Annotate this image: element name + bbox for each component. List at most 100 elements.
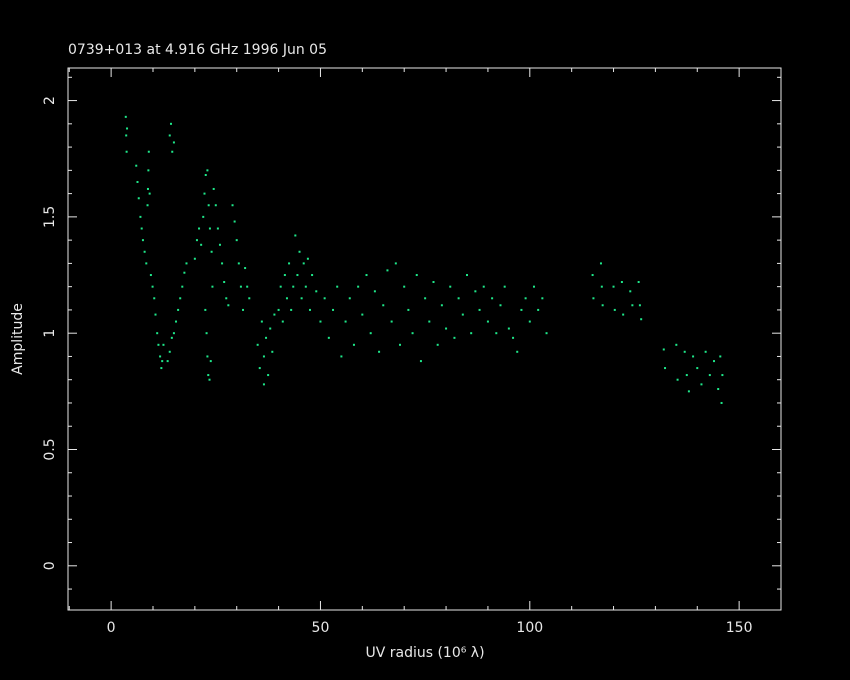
point	[208, 378, 211, 381]
point	[622, 313, 625, 316]
plot-frame	[67, 67, 782, 611]
point	[436, 343, 439, 346]
point	[399, 343, 402, 346]
point	[365, 274, 368, 277]
point	[302, 262, 305, 265]
point	[478, 308, 481, 311]
point	[311, 274, 314, 277]
point	[135, 164, 138, 167]
point	[204, 174, 207, 177]
point	[704, 350, 707, 353]
point	[246, 285, 249, 288]
point	[141, 239, 144, 242]
point	[159, 355, 162, 358]
point	[685, 374, 688, 377]
point	[171, 150, 174, 153]
point	[244, 267, 247, 270]
point	[528, 320, 531, 323]
point	[283, 274, 286, 277]
point	[227, 304, 230, 307]
point	[157, 343, 160, 346]
point	[214, 204, 217, 207]
point	[256, 343, 259, 346]
point	[125, 150, 128, 153]
point	[474, 290, 477, 293]
point	[156, 332, 159, 335]
x-tick-label: 0	[107, 620, 116, 636]
point	[676, 378, 679, 381]
x-tick-label: 100	[516, 620, 543, 636]
point	[692, 355, 695, 358]
point	[143, 250, 146, 253]
point	[440, 304, 443, 307]
point	[212, 187, 215, 190]
point	[600, 285, 603, 288]
point	[205, 332, 208, 335]
point	[290, 308, 293, 311]
point	[719, 355, 722, 358]
point	[601, 304, 604, 307]
point	[486, 320, 489, 323]
point	[687, 390, 690, 393]
point	[181, 285, 184, 288]
point	[211, 285, 214, 288]
point	[225, 297, 228, 300]
x-tick-label: 50	[312, 620, 330, 636]
point	[292, 285, 295, 288]
point	[126, 127, 129, 130]
point	[147, 150, 150, 153]
point	[300, 297, 303, 300]
point	[294, 234, 297, 237]
point	[231, 204, 234, 207]
point	[507, 327, 510, 330]
point	[235, 239, 238, 242]
point	[700, 383, 703, 386]
point	[279, 285, 282, 288]
point	[720, 401, 723, 404]
point	[233, 220, 236, 223]
point	[664, 367, 667, 370]
point	[638, 304, 641, 307]
point	[662, 348, 665, 351]
point	[453, 336, 456, 339]
point	[348, 297, 351, 300]
point	[183, 271, 186, 274]
point	[175, 320, 178, 323]
point	[449, 285, 452, 288]
point	[195, 239, 198, 242]
point	[591, 274, 594, 277]
y-tick-label: 0	[42, 561, 58, 570]
point	[166, 360, 169, 363]
point	[620, 281, 623, 284]
point	[482, 285, 485, 288]
point	[336, 285, 339, 288]
point	[124, 115, 127, 118]
point	[394, 262, 397, 265]
point	[208, 227, 211, 230]
point	[315, 290, 318, 293]
point	[269, 327, 272, 330]
point	[151, 285, 154, 288]
point	[465, 274, 468, 277]
point	[599, 262, 602, 265]
point	[708, 374, 711, 377]
point	[198, 227, 201, 230]
point	[140, 227, 143, 230]
point	[170, 336, 173, 339]
point	[457, 297, 460, 300]
y-axis-label: Amplitude	[10, 303, 26, 375]
point	[495, 332, 498, 335]
point	[357, 285, 360, 288]
point	[403, 285, 406, 288]
point	[207, 374, 210, 377]
point	[202, 215, 205, 218]
point	[154, 313, 157, 316]
point	[629, 290, 632, 293]
point	[204, 308, 207, 311]
point	[612, 285, 615, 288]
point	[361, 313, 364, 316]
point	[499, 304, 502, 307]
point	[193, 257, 196, 260]
point	[148, 192, 151, 195]
